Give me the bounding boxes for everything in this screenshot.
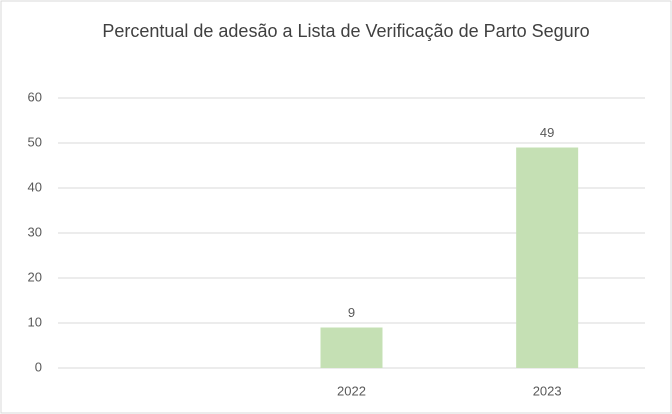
y-tick-label: 30 <box>28 224 42 239</box>
data-label: 9 <box>348 305 355 320</box>
y-tick-label: 50 <box>28 134 42 149</box>
y-tick-label: 10 <box>28 314 42 329</box>
bar <box>320 327 383 368</box>
x-tick-label: 2023 <box>533 383 562 398</box>
y-tick-label: 0 <box>35 359 42 374</box>
data-label: 49 <box>540 125 554 140</box>
x-tick-label: 2022 <box>337 383 366 398</box>
y-tick-label: 40 <box>28 179 42 194</box>
bar <box>516 147 579 368</box>
chart-title: Percentual de adesão a Lista de Verifica… <box>102 21 590 41</box>
y-tick-label: 20 <box>28 269 42 284</box>
y-tick-label: 60 <box>28 89 42 104</box>
